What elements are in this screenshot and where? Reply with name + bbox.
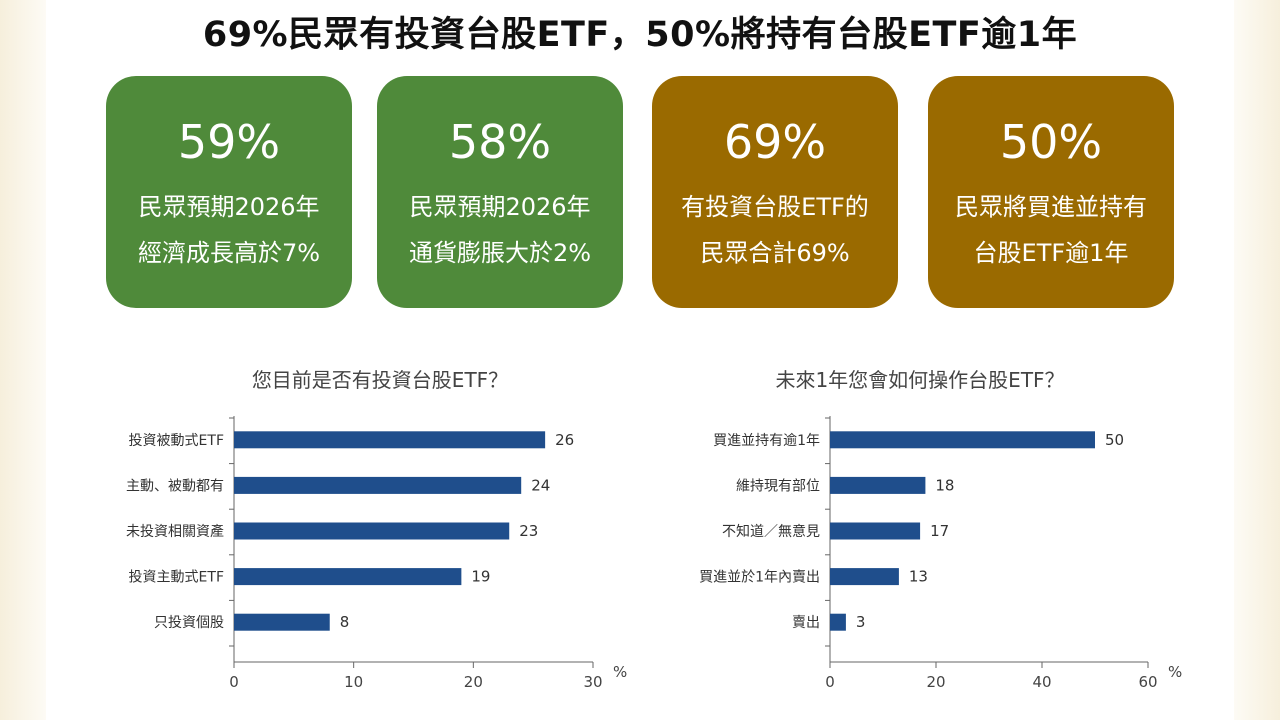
stat-value: 58% [448,115,552,169]
category-label: 不知道／無意見 [722,523,820,540]
stat-desc-line2: 經濟成長高於7% [137,239,321,267]
category-label: 未投資相關資產 [126,523,224,540]
x-unit-label: % [613,663,627,681]
data-label: 18 [935,476,954,494]
data-label: 3 [856,613,866,631]
x-unit-label: % [1168,663,1182,681]
x-tick-label: 20 [464,673,483,691]
category-label: 只投資個股 [154,615,224,631]
stat-desc-line1: 民眾將買進並持有 [955,193,1147,221]
bar [830,431,1095,449]
data-label: 17 [930,522,949,540]
bar [830,613,846,631]
stat-card-etf-holders: 69% 有投資台股ETF的 民眾合計69% [652,76,898,308]
x-tick-label: 0 [825,673,835,691]
left-margin [0,0,46,720]
stat-value: 69% [723,115,827,169]
x-tick-label: 10 [344,673,363,691]
category-label: 投資被動式ETF [129,433,224,449]
bar [234,431,546,449]
stat-card-inflation: 58% 民眾預期2026年 通貨膨脹大於2% [377,76,623,308]
bar [830,476,926,494]
page-title: 69%民眾有投資台股ETF，50%將持有台股ETF逾1年 [202,15,1078,55]
x-tick-label: 40 [1032,673,1051,691]
category-label: 賣出 [792,615,820,631]
stat-desc-line1: 民眾預期2026年 [138,193,320,221]
chart-title-current-holdings: 您目前是否有投資台股ETF？ [251,368,509,392]
bar-chart-current-holdings: 0 10 20 30% 投資被動式ETF 26 主動、被動都有 24 未投資相關資產 23 投資主動… [126,416,627,691]
bar [234,613,330,631]
x-tick-label: 60 [1138,673,1157,691]
stat-desc-line1: 有投資台股ETF的 [681,193,869,221]
data-label: 24 [531,476,550,494]
category-label: 買進並持有逾1年 [713,433,820,449]
category-label: 買進並於1年內賣出 [699,570,820,586]
x-tick-label: 20 [926,673,945,691]
stat-value: 59% [177,115,281,169]
bar [234,476,522,494]
stat-desc-line2: 台股ETF逾1年 [973,239,1129,267]
data-label: 50 [1105,431,1124,449]
bar-chart-next-year-plan: 0 20 40 60% 買進並持有逾1年 50 維持現有部位 18 不知道／無意見 17 買進並於1… [699,416,1182,691]
data-label: 26 [555,431,574,449]
x-tick-label: 30 [583,673,602,691]
stat-card-hold-over-year: 50% 民眾將買進並持有 台股ETF逾1年 [928,76,1174,308]
chart-title-next-year-plan: 未來1年您會如何操作台股ETF？ [775,368,1065,392]
bar [234,522,510,540]
bar [234,568,462,586]
data-label: 23 [519,522,538,540]
stat-card-gdp: 59% 民眾預期2026年 經濟成長高於7% [106,76,352,308]
stat-desc-line1: 民眾預期2026年 [409,193,591,221]
stat-desc-line2: 民眾合計69% [700,239,850,267]
data-label: 13 [909,568,928,586]
category-label: 主動、被動都有 [126,478,224,494]
right-margin [1234,0,1280,720]
data-label: 8 [340,613,350,631]
stat-desc-line2: 通貨膨脹大於2% [408,239,592,267]
category-label: 維持現有部位 [736,478,820,494]
data-label: 19 [471,568,490,586]
stat-value: 50% [999,115,1103,169]
bar [830,568,899,586]
bar [830,522,921,540]
x-tick-label: 0 [229,673,239,691]
category-label: 投資主動式ETF [129,570,224,586]
